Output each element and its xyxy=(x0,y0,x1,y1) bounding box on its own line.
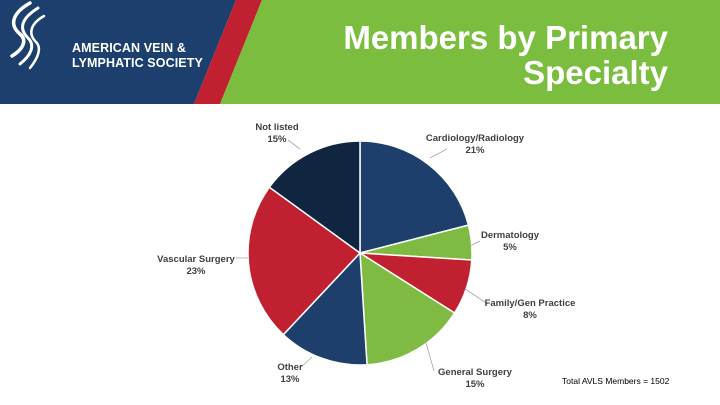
slide-title-line2: Specialty xyxy=(523,54,668,91)
header-green-panel xyxy=(220,0,720,104)
slice-label-family-gen-practice: Family/Gen Practice xyxy=(485,298,576,309)
org-name-line2: LYMPHATIC SOCIETY xyxy=(72,56,203,70)
slide-title-line1: Members by Primary xyxy=(343,19,668,56)
header-navy-panel xyxy=(0,0,236,104)
header-banner xyxy=(0,0,720,104)
slice-value-general-surgery: 15% xyxy=(465,379,485,390)
pie-slice-other xyxy=(282,251,368,366)
slice-value-other: 13% xyxy=(280,374,300,385)
leader-line-other xyxy=(299,356,313,369)
slide-header: AMERICAN VEIN & LYMPHATIC SOCIETY Member… xyxy=(0,0,720,104)
leader-line-family-gen-practice xyxy=(464,288,489,305)
org-name: AMERICAN VEIN & LYMPHATIC SOCIETY xyxy=(72,41,203,71)
leader-line-dermatology xyxy=(469,240,481,247)
slice-label-not-listed: Not listed xyxy=(255,122,298,133)
pie-slices xyxy=(247,140,473,366)
header-red-stripe xyxy=(194,0,262,104)
pie-slice-cardiology-radiology xyxy=(359,140,470,254)
total-members-note: Total AVLS Members = 1502 xyxy=(562,376,670,386)
slice-value-dermatology: 5% xyxy=(503,242,517,253)
org-name-line1: AMERICAN VEIN & xyxy=(72,41,187,55)
pie-slice-vascular-surgery xyxy=(247,186,362,336)
leader-line-cardiology-radiology xyxy=(429,148,448,159)
slice-label-cardiology-radiology: Cardiology/Radiology xyxy=(426,133,525,144)
slice-label-dermatology: Dermatology xyxy=(481,230,540,241)
pie-slice-general-surgery xyxy=(359,251,456,366)
pie-slice-not-listed xyxy=(268,140,361,255)
slice-value-vascular-surgery: 23% xyxy=(186,266,206,277)
slice-value-family-gen-practice: 8% xyxy=(523,310,537,321)
leader-line-general-surgery xyxy=(424,338,435,372)
slice-value-not-listed: 15% xyxy=(267,134,287,145)
slice-label-other: Other xyxy=(277,362,303,373)
avls-logo-icon xyxy=(10,1,46,70)
leader-line-not-listed xyxy=(287,139,301,150)
slice-value-cardiology-radiology: 21% xyxy=(465,145,485,156)
slide-title: Members by Primary Specialty xyxy=(343,20,668,90)
slice-label-general-surgery: General Surgery xyxy=(438,367,513,378)
leader-lines xyxy=(236,139,489,372)
slice-label-vascular-surgery: Vascular Surgery xyxy=(157,254,235,265)
